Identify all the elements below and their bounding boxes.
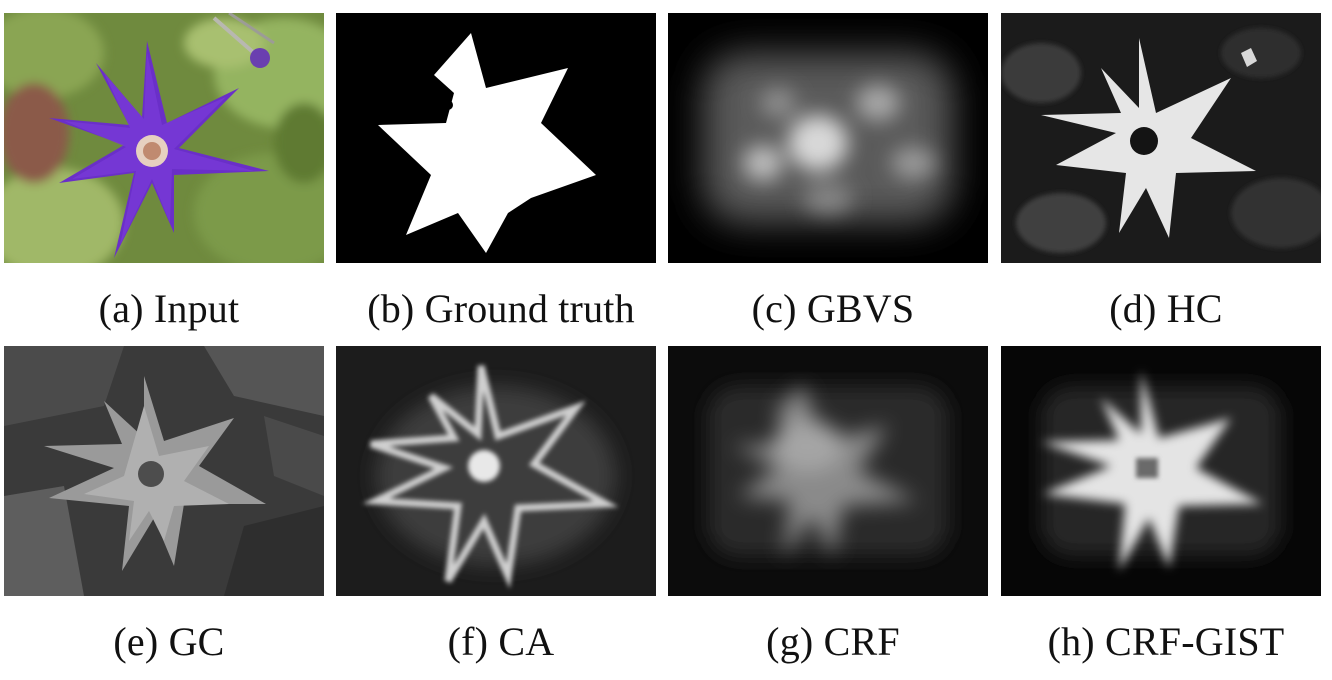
caption-e: (e) GC [113, 619, 225, 664]
panel-h-crf-gist-saliency-map [1001, 346, 1321, 596]
panel-c-gbvs-saliency-map [668, 13, 988, 263]
caption-f: (f) CA [447, 619, 555, 664]
panel-d-hc-saliency-map [1001, 13, 1321, 263]
caption-g: (g) CRF [766, 619, 900, 664]
panel-b-ground-truth-image [336, 13, 656, 263]
panel-g-crf-saliency-map [668, 346, 988, 596]
caption-a: (a) Input [98, 286, 240, 331]
panel-a-input-image [4, 13, 324, 263]
panel-f-ca-saliency-map [336, 346, 656, 596]
caption-h: (h) CRF-GIST [1047, 619, 1285, 664]
caption-b: (b) Ground truth [367, 286, 635, 331]
caption-d: (d) HC [1109, 286, 1223, 331]
panel-e-gc-saliency-map [4, 346, 324, 596]
caption-c: (c) GBVS [751, 286, 915, 331]
